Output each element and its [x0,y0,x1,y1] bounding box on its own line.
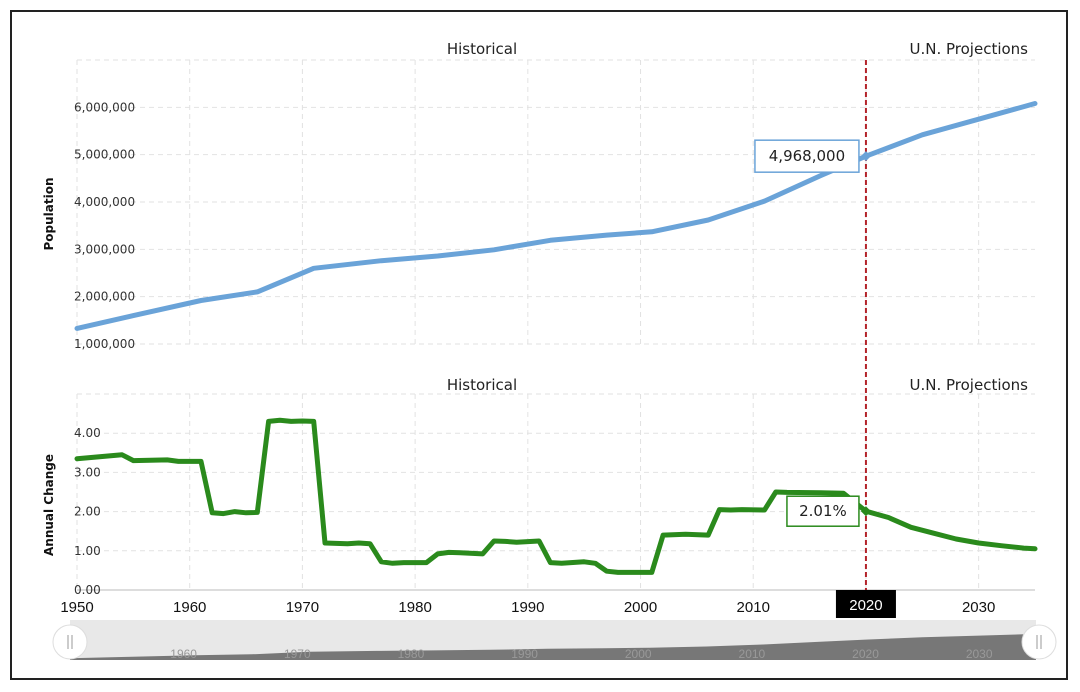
y-tick-label: 4,000,000 [74,195,135,209]
x-tick-label: 2000 [624,599,657,616]
navigator-tick-label: 1980 [398,647,425,661]
x-tick-label: 2030 [962,599,995,616]
section-label-historical-top: Historical [447,40,517,58]
population-axis-title: Population [42,177,56,250]
x-marker-label: 2020 [835,590,896,618]
population-series-line [74,101,1038,331]
population-panel: Historical U.N. Projections Population 1… [42,40,1038,351]
navigator-tick-label: 2010 [739,647,766,661]
population-y-ticks: 1,000,000 2,000,000 3,000,000 4,000,000 5,00… [74,100,135,351]
population-point-marker [860,151,871,162]
navigator-tick-label: 1970 [284,647,311,661]
annual-change-y-ticks: 0.00 1.00 2.00 3.00 4.00 [74,426,101,597]
navigator-left-handle-knob[interactable] [52,624,88,660]
annual-change-point-marker [860,506,871,517]
y-tick-label: 3.00 [74,465,101,479]
navigator-tick-label: 1990 [511,647,538,661]
x-tick-label: 1980 [398,599,431,616]
grid-lines [76,59,1035,591]
chart-frame: Historical U.N. Projections Population 1… [10,10,1068,680]
y-tick-label: 6,000,000 [74,100,135,114]
annual-change-value-label: 2.01% [799,502,847,520]
y-tick-label: 2.00 [74,505,101,519]
chart-canvas: Historical U.N. Projections Population 1… [42,40,1057,661]
x-axis-ticks: 1950 1960 1970 1980 1990 2000 2010 2030 [60,599,995,616]
change-panel: Historical U.N. Projections Annual Chang… [42,376,1038,597]
x-tick-label: 1960 [173,599,206,616]
navigator-right-handle-knob[interactable] [1021,624,1057,660]
section-label-projections-bottom: U.N. Projections [910,376,1029,394]
x-tick-label: 1970 [286,599,319,616]
population-value-box [754,139,860,173]
y-tick-label: 3,000,000 [74,242,135,256]
section-label-projections-top: U.N. Projections [910,40,1029,58]
navigator-tick-label: 2020 [852,647,879,661]
navigator-tick-label: 2030 [966,647,993,661]
navigator-tick-label: 2000 [625,647,652,661]
x-tick-label: 1990 [511,599,544,616]
range-navigator[interactable]: 1960 1970 1980 1990 2000 2010 2020 2030 [52,620,1057,661]
navigator-left-handle[interactable] [52,624,88,660]
annual-change-axis-title: Annual Change [42,454,56,556]
y-tick-label: 0.00 [74,583,101,597]
navigator-area [70,633,1036,660]
change-callout: 2.01% [786,495,871,527]
section-label-historical-bottom: Historical [447,376,517,394]
y-tick-label: 2,000,000 [74,290,135,304]
population-callout: 4,968,000 [754,139,871,173]
population-value-label: 4,968,000 [769,147,845,165]
navigator-ticks: 1960 1970 1980 1990 2000 2010 2020 2030 [170,647,993,661]
x-tick-label: 1950 [60,599,93,616]
navigator-tick-label: 1960 [170,647,197,661]
annual-change-value-box [786,495,860,527]
y-tick-label: 4.00 [74,426,101,440]
y-tick-label: 1,000,000 [74,337,135,351]
y-tick-label: 5,000,000 [74,148,135,162]
current-year-label: 2020 [849,597,882,614]
x-tick-label: 2010 [737,599,770,616]
navigator-right-handle[interactable] [1021,624,1057,660]
y-tick-label: 1.00 [74,544,101,558]
annual-change-series-line [74,417,1038,575]
current-year-highlight-box [835,590,896,618]
